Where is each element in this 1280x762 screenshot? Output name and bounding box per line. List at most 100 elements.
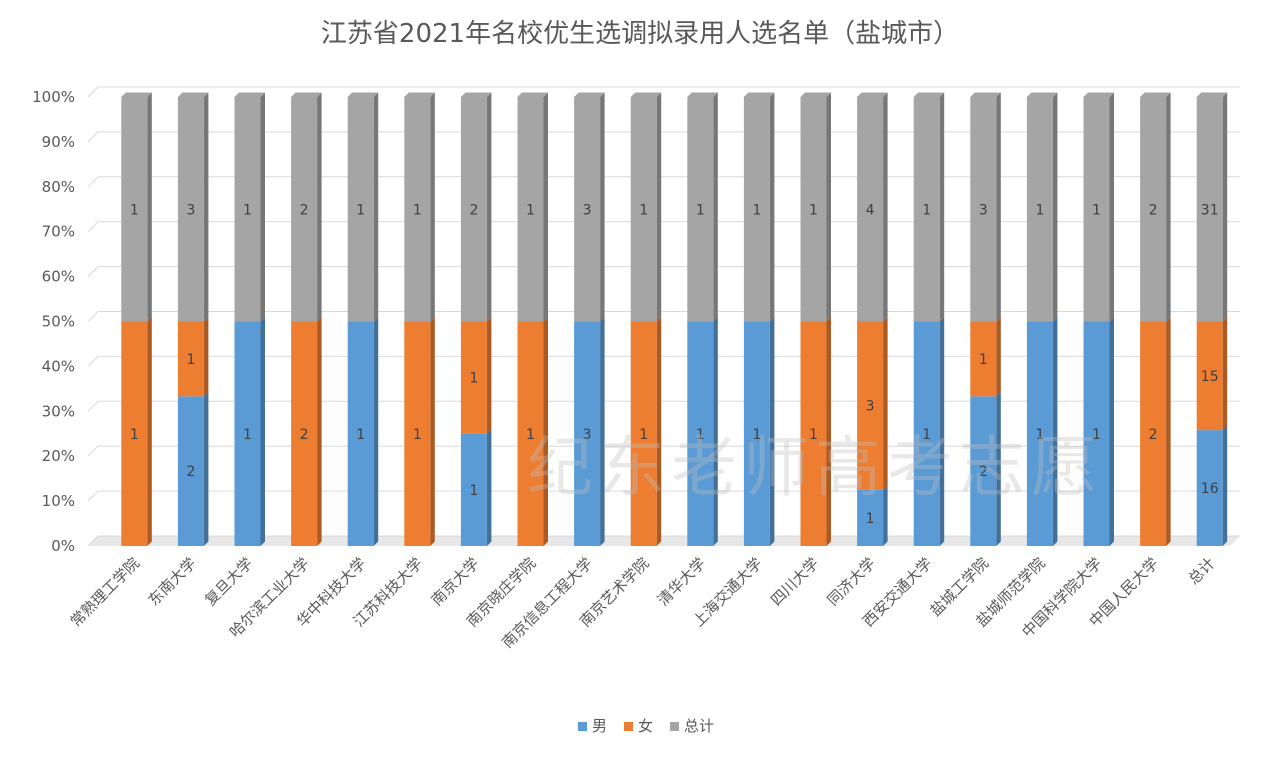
bar-segment-front: [347, 321, 374, 546]
bar-segment: [913, 92, 945, 322]
data-label: 1: [526, 202, 535, 218]
legend-label: 男: [592, 717, 607, 735]
bar-top: [913, 92, 945, 97]
bar-segment: [970, 317, 1001, 397]
bar-segment-side: [260, 92, 265, 322]
bar-segment: [234, 92, 265, 322]
bar-segment-front: [347, 97, 374, 322]
bar-segment: [1083, 317, 1114, 546]
data-label: 1: [922, 202, 931, 218]
y-tick-label: 80%: [42, 178, 75, 196]
grid-line-depth: [87, 131, 99, 143]
bar-segment: [517, 317, 548, 546]
bar-segment-front: [1196, 97, 1223, 322]
bar-segment: [857, 92, 888, 322]
bar-segment: [121, 92, 152, 322]
bar-segment: [1026, 317, 1058, 546]
bar-top: [1196, 92, 1228, 97]
data-label: 2: [1149, 202, 1158, 218]
bar-segment: [1026, 92, 1058, 322]
bar-segment: [857, 485, 888, 546]
data-labels: 1121311221111112113311111111134112131111…: [130, 202, 1219, 527]
bar-top: [121, 92, 152, 97]
bar-segment-front: [291, 97, 318, 322]
bar-segment-front: [460, 97, 487, 322]
bar-segment-front: [630, 321, 657, 546]
y-tick-label: 20%: [42, 447, 75, 465]
bar-segment: [177, 391, 209, 546]
bar-segment-front: [970, 396, 997, 546]
legend-swatch: [624, 722, 633, 731]
data-label: 2: [469, 202, 478, 218]
bar-segment-side: [996, 92, 1001, 322]
bar-segment-front: [234, 321, 261, 546]
bar-segment: [347, 317, 379, 546]
bar-segment-side: [1052, 92, 1058, 322]
bar-segment-front: [1196, 321, 1223, 431]
bar-segment-front: [1140, 321, 1167, 546]
bar-segment: [347, 92, 379, 322]
data-label: 1: [243, 202, 252, 218]
grid-line-depth: [87, 445, 99, 457]
data-label: 2: [1149, 427, 1158, 443]
data-label: 4: [866, 202, 875, 218]
bar-segment-front: [1026, 321, 1053, 546]
bar-segment: [291, 92, 322, 322]
grid-line-depth: [87, 86, 99, 98]
bar-segment: [404, 317, 435, 546]
y-tick-label: 90%: [42, 133, 75, 151]
data-label: 1: [469, 371, 478, 387]
bar-segment: [800, 317, 831, 546]
bar-segment: [687, 317, 718, 546]
bar-segment-side: [883, 317, 888, 490]
data-label: 2: [300, 202, 309, 218]
data-label: 1: [356, 427, 365, 443]
category-label: 总计: [1185, 554, 1219, 588]
bar-segment-front: [1083, 97, 1110, 322]
bar-segment-side: [1222, 92, 1228, 322]
bar-segment-side: [543, 92, 548, 322]
bar-segment: [857, 317, 888, 490]
bar-segment: [460, 429, 492, 546]
bar-segment-side: [373, 317, 379, 546]
bar-segment-front: [743, 321, 770, 546]
data-label: 3: [583, 202, 592, 218]
bar-segment-side: [939, 317, 945, 546]
data-label: 1: [356, 202, 365, 218]
bar-segment-front: [1140, 97, 1167, 322]
bar-segment-front: [121, 321, 148, 546]
bar-segment-side: [1109, 317, 1114, 546]
grid-line-depth: [87, 400, 99, 412]
data-label: 1: [243, 427, 252, 443]
category-label: 常熟理工学院: [67, 554, 143, 630]
bar-segment: [121, 317, 152, 546]
data-label: 1: [469, 483, 478, 499]
bar-segment-side: [147, 317, 152, 546]
data-label: 1: [922, 427, 931, 443]
bar-segment-side: [1052, 317, 1058, 546]
bar-top: [291, 92, 322, 97]
bar-top: [234, 92, 265, 97]
legend-label: 总计: [684, 717, 714, 735]
bar-segment-side: [600, 92, 605, 322]
bar-segment-side: [769, 317, 775, 546]
data-label: 2: [300, 427, 309, 443]
bar-segment: [1196, 317, 1228, 431]
bar-top: [630, 92, 662, 97]
bar-segment-side: [883, 92, 888, 322]
bar-segment: [177, 92, 209, 322]
y-axis: 0% 10% 20% 30% 40% 50% 60% 70% 80% 90% 100%: [32, 88, 75, 555]
bar-segment: [1140, 317, 1171, 546]
bar-segment: [630, 92, 662, 322]
data-label: 1: [130, 202, 139, 218]
category-label: 同济大学: [824, 554, 879, 609]
bar-segment-side: [203, 317, 209, 397]
bar-segment-side: [769, 92, 775, 322]
bar-segment: [234, 317, 265, 546]
bar-segment-side: [1166, 92, 1171, 322]
data-label: 1: [639, 427, 648, 443]
bar-segment-front: [574, 321, 601, 546]
bar-segment: [1196, 425, 1228, 546]
bar-segment-front: [177, 321, 204, 397]
bar-segment: [517, 92, 548, 322]
